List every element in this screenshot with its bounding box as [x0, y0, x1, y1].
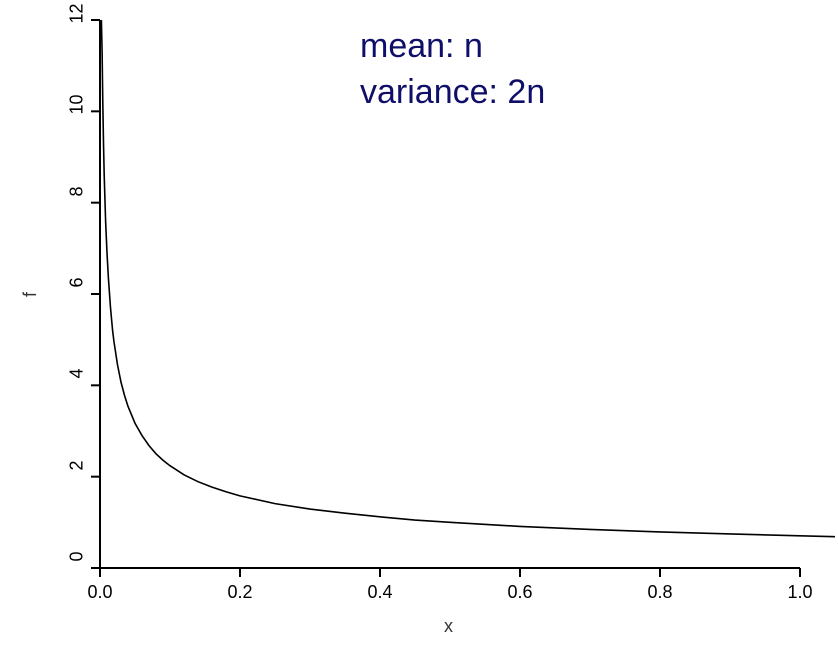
y-tick-label: 8: [67, 186, 88, 216]
x-tick-label: 0.0: [80, 582, 120, 603]
y-tick-label: 4: [67, 369, 88, 399]
x-tick-label: 0.2: [220, 582, 260, 603]
x-tick-label: 0.4: [360, 582, 400, 603]
y-tick-label: 12: [67, 4, 88, 34]
y-tick-label: 10: [67, 95, 88, 125]
y-tick-label: 2: [67, 460, 88, 490]
x-tick-label: 1.0: [780, 582, 820, 603]
x-tick-label: 0.8: [640, 582, 680, 603]
x-axis-label: x: [444, 616, 453, 637]
x-tick-label: 0.6: [500, 582, 540, 603]
chart-container: 0 2 4 6 8 10 12 0.0 0.2 0.4 0.6 0.8 1.0 f x mean: n…: [0, 0, 838, 671]
y-axis-label: f: [20, 292, 41, 297]
annotation-variance: variance: 2n: [360, 70, 545, 116]
y-tick-label: 6: [67, 278, 88, 308]
y-tick-label: 0: [67, 552, 88, 582]
annotation-mean: mean: n: [360, 24, 483, 70]
